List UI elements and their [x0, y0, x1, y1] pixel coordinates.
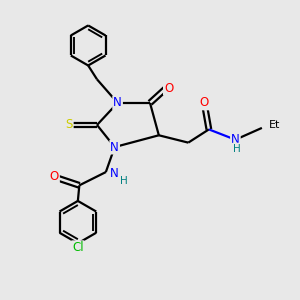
Text: O: O [164, 82, 173, 95]
Text: S: S [65, 118, 73, 131]
Text: H: H [233, 143, 241, 154]
Text: N: N [231, 133, 240, 146]
Text: N: N [110, 141, 119, 154]
Text: N: N [110, 167, 119, 180]
Text: Et: Et [269, 120, 281, 130]
Text: O: O [200, 96, 209, 110]
Text: H: H [120, 176, 128, 186]
Text: O: O [50, 170, 59, 183]
Text: Cl: Cl [72, 241, 84, 254]
Text: N: N [113, 96, 122, 110]
